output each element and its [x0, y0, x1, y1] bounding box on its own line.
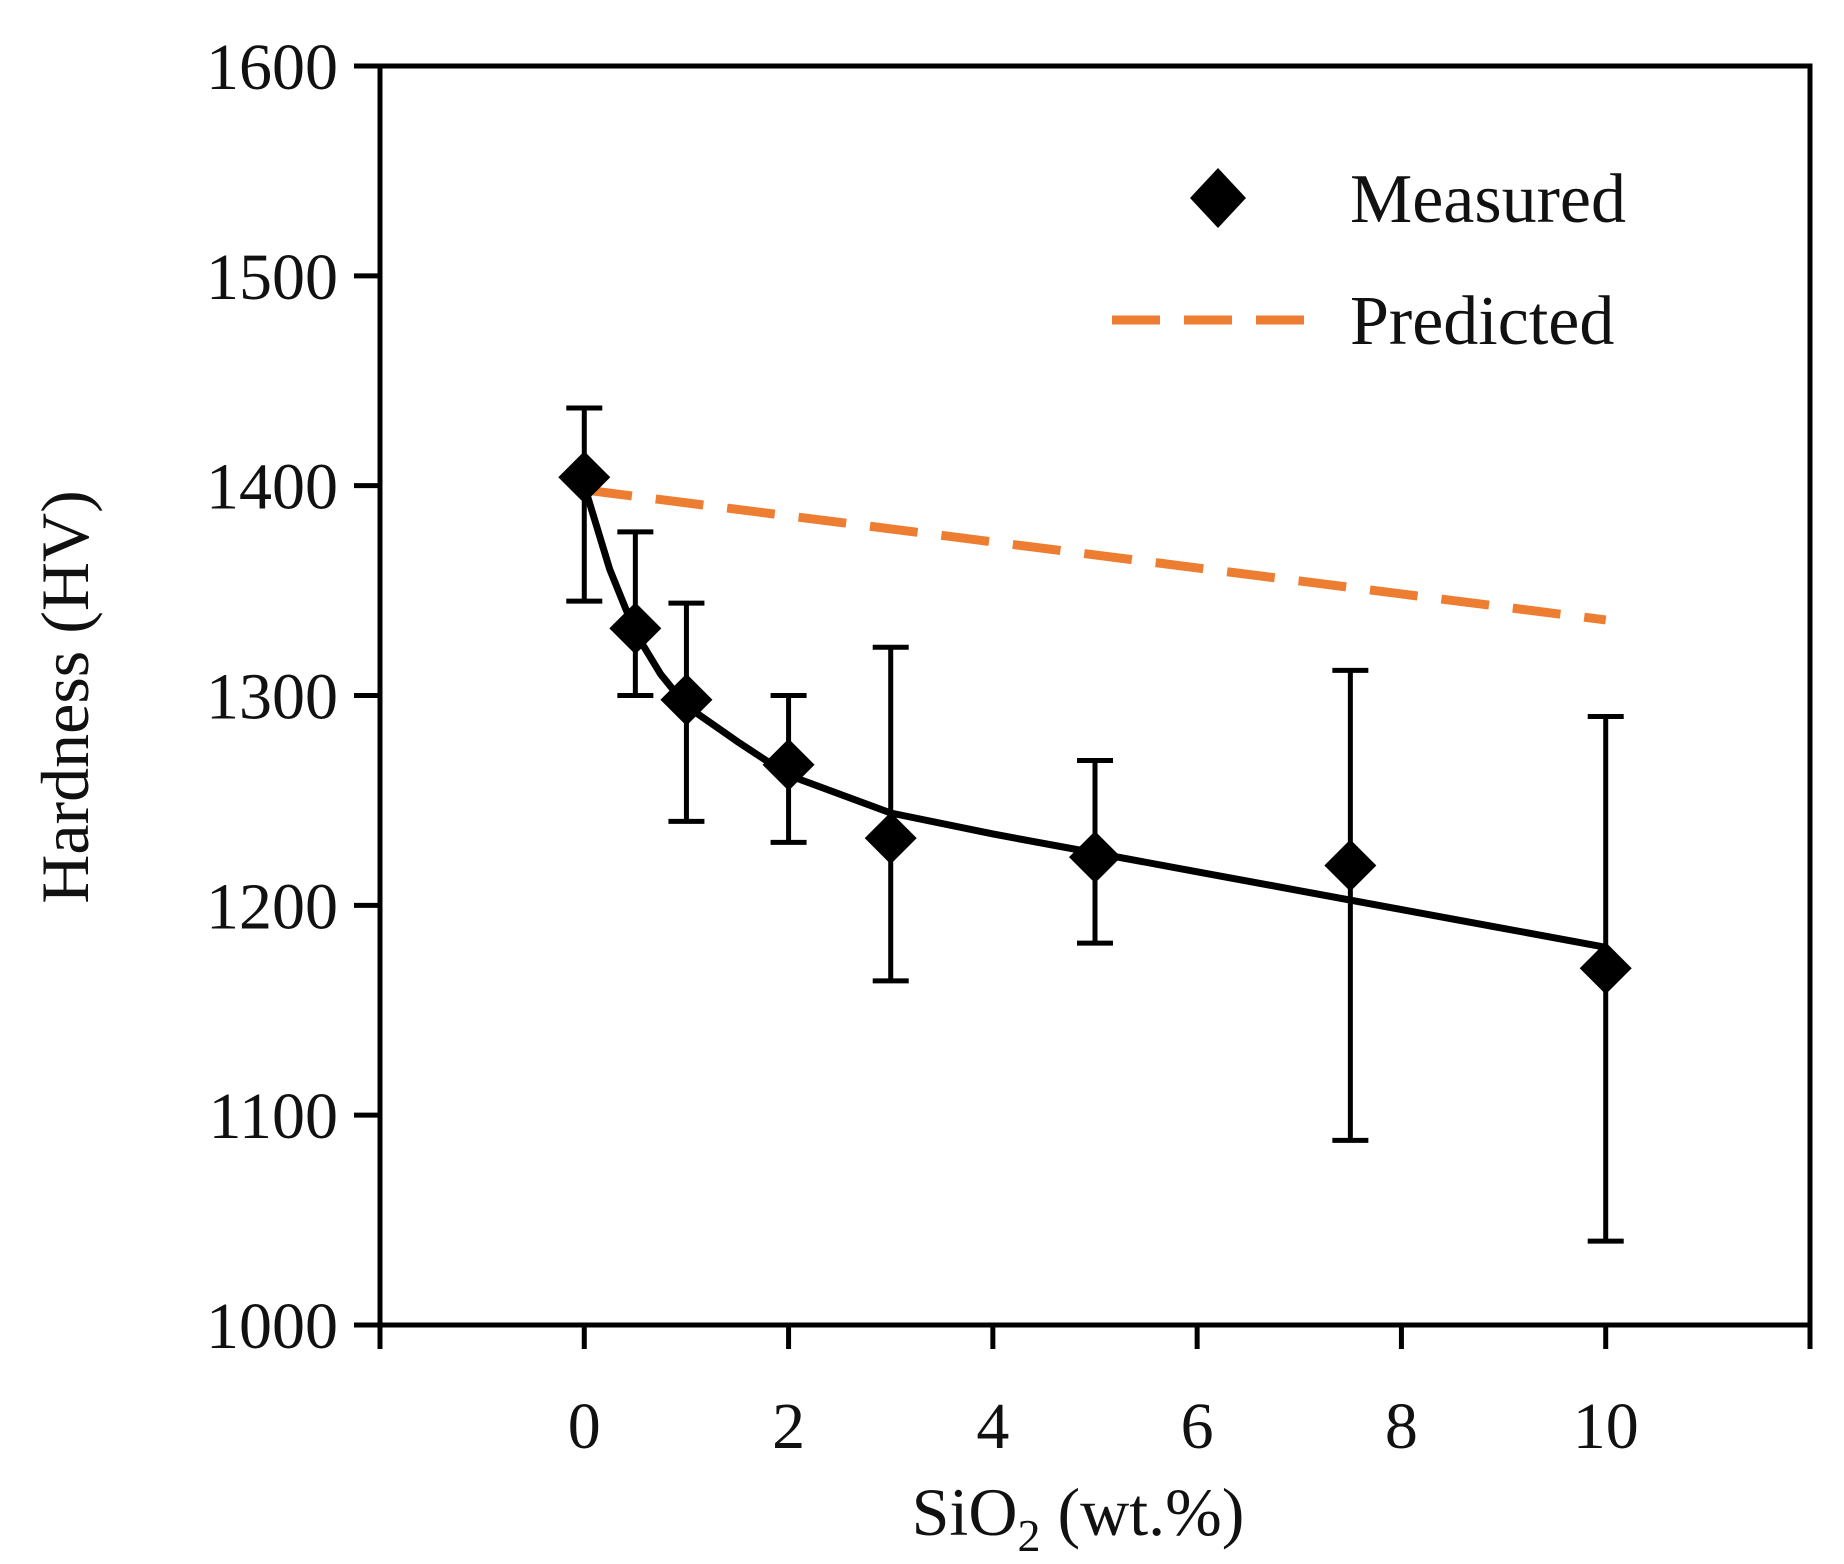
y-axis-label: Hardness (HV)	[27, 490, 103, 904]
measured-point	[1579, 942, 1632, 995]
measured-point	[1069, 831, 1121, 884]
x-tick-label: 2	[772, 1390, 805, 1463]
x-tick-label: 10	[1573, 1390, 1639, 1463]
y-tick-label: 1100	[208, 1080, 338, 1153]
x-axis-label: SiO2 (wt.%)	[912, 1474, 1245, 1561]
measured-point	[558, 451, 611, 504]
x-tick-label: 6	[1181, 1390, 1214, 1463]
predicted-line	[583, 485, 1607, 625]
x-axis-ticks: 0 2 4 6 8 10	[377, 1325, 1813, 1463]
x-tick-label: 0	[568, 1390, 601, 1463]
x-axis-label-subscript: 2	[1017, 1510, 1040, 1561]
measured-point	[609, 602, 662, 655]
y-axis-ticks: 1000 1100 1200 1300 1400 1500 1600	[206, 31, 380, 1363]
y-tick-label: 1000	[206, 1290, 338, 1363]
measured-point	[762, 738, 815, 791]
x-tick-label: 8	[1385, 1390, 1418, 1463]
legend-predicted-label: Predicted	[1350, 283, 1614, 360]
measured-points	[558, 451, 1632, 995]
x-axis-label-rest: (wt.%)	[1040, 1474, 1244, 1550]
legend-measured-label: Measured	[1350, 161, 1626, 238]
measured-point	[660, 673, 713, 726]
measured-point	[1324, 839, 1377, 892]
y-tick-label: 1600	[206, 31, 338, 104]
x-tick-label: 4	[976, 1390, 1009, 1463]
y-tick-label: 1300	[206, 661, 338, 734]
x-axis-label-main: SiO	[912, 1474, 1018, 1550]
predicted-series	[583, 485, 1607, 625]
legend: Measured Predicted	[1112, 161, 1626, 360]
y-tick-label: 1500	[206, 241, 338, 314]
measured-point	[864, 812, 917, 865]
y-tick-label: 1200	[206, 870, 338, 943]
y-tick-label: 1400	[206, 451, 338, 524]
legend-measured-marker	[1190, 168, 1246, 228]
